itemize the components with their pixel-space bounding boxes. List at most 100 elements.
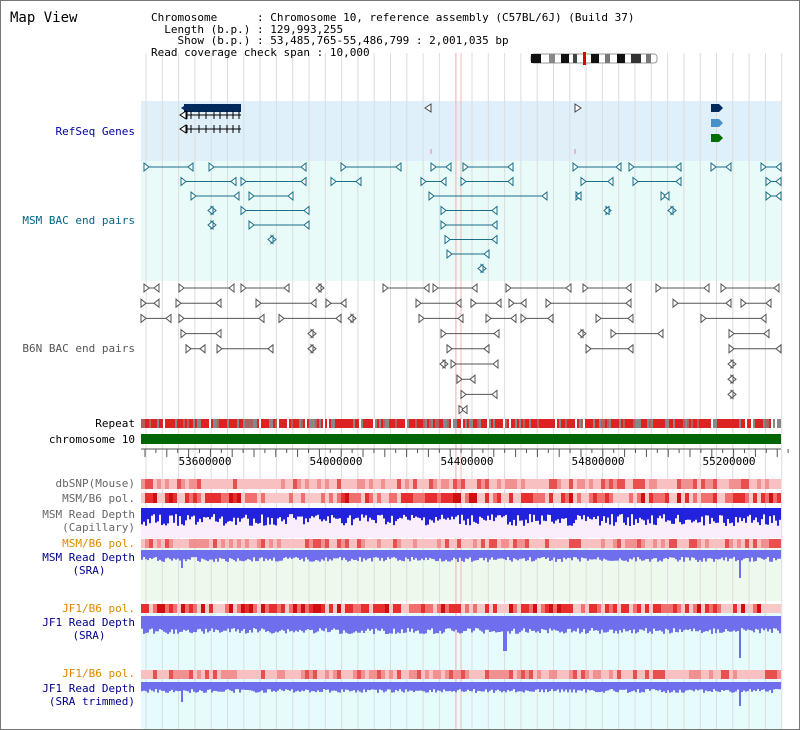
depth-bar [405,508,407,517]
depth-bar [423,508,425,518]
depth-bar [449,682,451,691]
depth-bar [625,616,627,632]
track-label-b6n-bac-end-pairs[interactable]: B6N BAC end pairs [22,342,135,355]
depth-bar [769,550,771,562]
heat-cell [405,539,409,548]
heat-cell [205,479,209,489]
depth-bar [529,682,531,692]
track-label-msm-read-depth-sra[interactable]: MSM Read Depth (SRA) [7,551,135,577]
depth-bar [605,508,607,523]
repeat-segment [699,419,701,428]
depth-bar [603,550,605,559]
depth-bar [581,682,583,691]
heat-cell [601,604,605,613]
heat-cell [657,479,661,489]
depth-bar [523,508,525,526]
heat-cell [729,479,733,489]
depth-bar [355,682,357,693]
heat-cell [693,479,697,489]
depth-bar [551,550,553,561]
depth-bar [409,682,411,691]
bac-end-marker [760,161,767,173]
heat-cell [377,604,381,613]
heat-cell [401,604,405,613]
heat-cell [613,493,617,503]
depth-bar [221,508,223,517]
repeat-segment [501,419,503,428]
heat-cell [729,493,733,503]
depth-bar [293,616,295,633]
heat-cell [401,670,405,679]
track-label-dbsnp[interactable]: dbSNP(Mouse) [55,477,135,490]
track-label-refseq-genes[interactable]: RefSeq Genes [55,125,135,138]
depth-bar [185,550,187,562]
repeat-segment [383,419,385,428]
heat-cell [233,670,237,679]
depth-bar [155,616,157,632]
heat-cell [381,539,385,548]
heat-cell [369,479,373,489]
track-label-msm-b6-pol-2[interactable]: MSM/B6 pol. [62,537,135,550]
track-label-repeat[interactable]: Repeat [95,417,135,430]
depth-bar [757,550,759,558]
depth-bar [427,550,429,561]
track-label-msm-bac-end-pairs[interactable]: MSM BAC end pairs [22,214,135,227]
depth-bar [193,682,195,692]
repeat-segment [649,419,651,428]
depth-bar [777,508,779,526]
track-label-jf1-read-depth-sra[interactable]: JF1 Read Depth (SRA) [7,616,135,642]
depth-bar [253,508,255,519]
depth-bar [371,682,373,690]
heat-cell [277,539,281,548]
depth-bar [185,616,187,631]
track-label-jf1-b6-pol[interactable]: JF1/B6 pol. [62,602,135,615]
depth-bar [615,682,617,692]
heat-cell [301,493,305,503]
heat-cell [409,493,413,503]
heat-cell [557,670,561,679]
depth-bar [467,508,469,519]
depth-bar [751,616,753,631]
depth-bar [613,682,615,691]
depth-bar [555,616,557,631]
depth-bar [303,508,305,525]
depth-bar [231,508,233,522]
depth-bar [747,682,749,692]
heat-cell [173,493,177,503]
depth-bar [169,508,171,516]
track-label-msm-read-depth-capillary[interactable]: MSM Read Depth (Capillary) [7,508,135,534]
repeat-segment [577,419,579,428]
heat-cell [177,539,181,548]
heat-cell [741,670,745,679]
heat-cell [241,670,245,679]
depth-bar [677,550,679,562]
track-label-jf1-read-depth-trimmed[interactable]: JF1 Read Depth (SRA trimmed) [7,682,135,708]
heat-cell [161,493,165,503]
depth-bar [567,682,569,693]
depth-bar [597,550,599,558]
heat-cell [429,604,433,613]
depth-bar [289,550,291,558]
depth-bar [737,616,739,631]
heat-cell [689,493,693,503]
depth-bar [389,550,391,560]
depth-bar [421,550,423,559]
track-label-msm-b6-pol[interactable]: MSM/B6 pol. [62,492,135,505]
depth-bar [631,682,633,692]
depth-bar [577,616,579,629]
depth-bar [515,682,517,693]
repeat-segment [761,419,763,428]
depth-bar [349,508,351,516]
heat-cell [341,670,345,679]
depth-bar [753,616,755,633]
heat-cell [733,479,737,489]
depth-bar [573,682,575,690]
repeat-segment [559,419,561,428]
bac-end-marker [710,161,717,173]
depth-bar [205,508,207,518]
repeat-segment [149,419,151,428]
depth-bar [687,682,689,691]
depth-bar [713,682,715,690]
track-label-jf1-b6-pol-2[interactable]: JF1/B6 pol. [62,667,135,680]
